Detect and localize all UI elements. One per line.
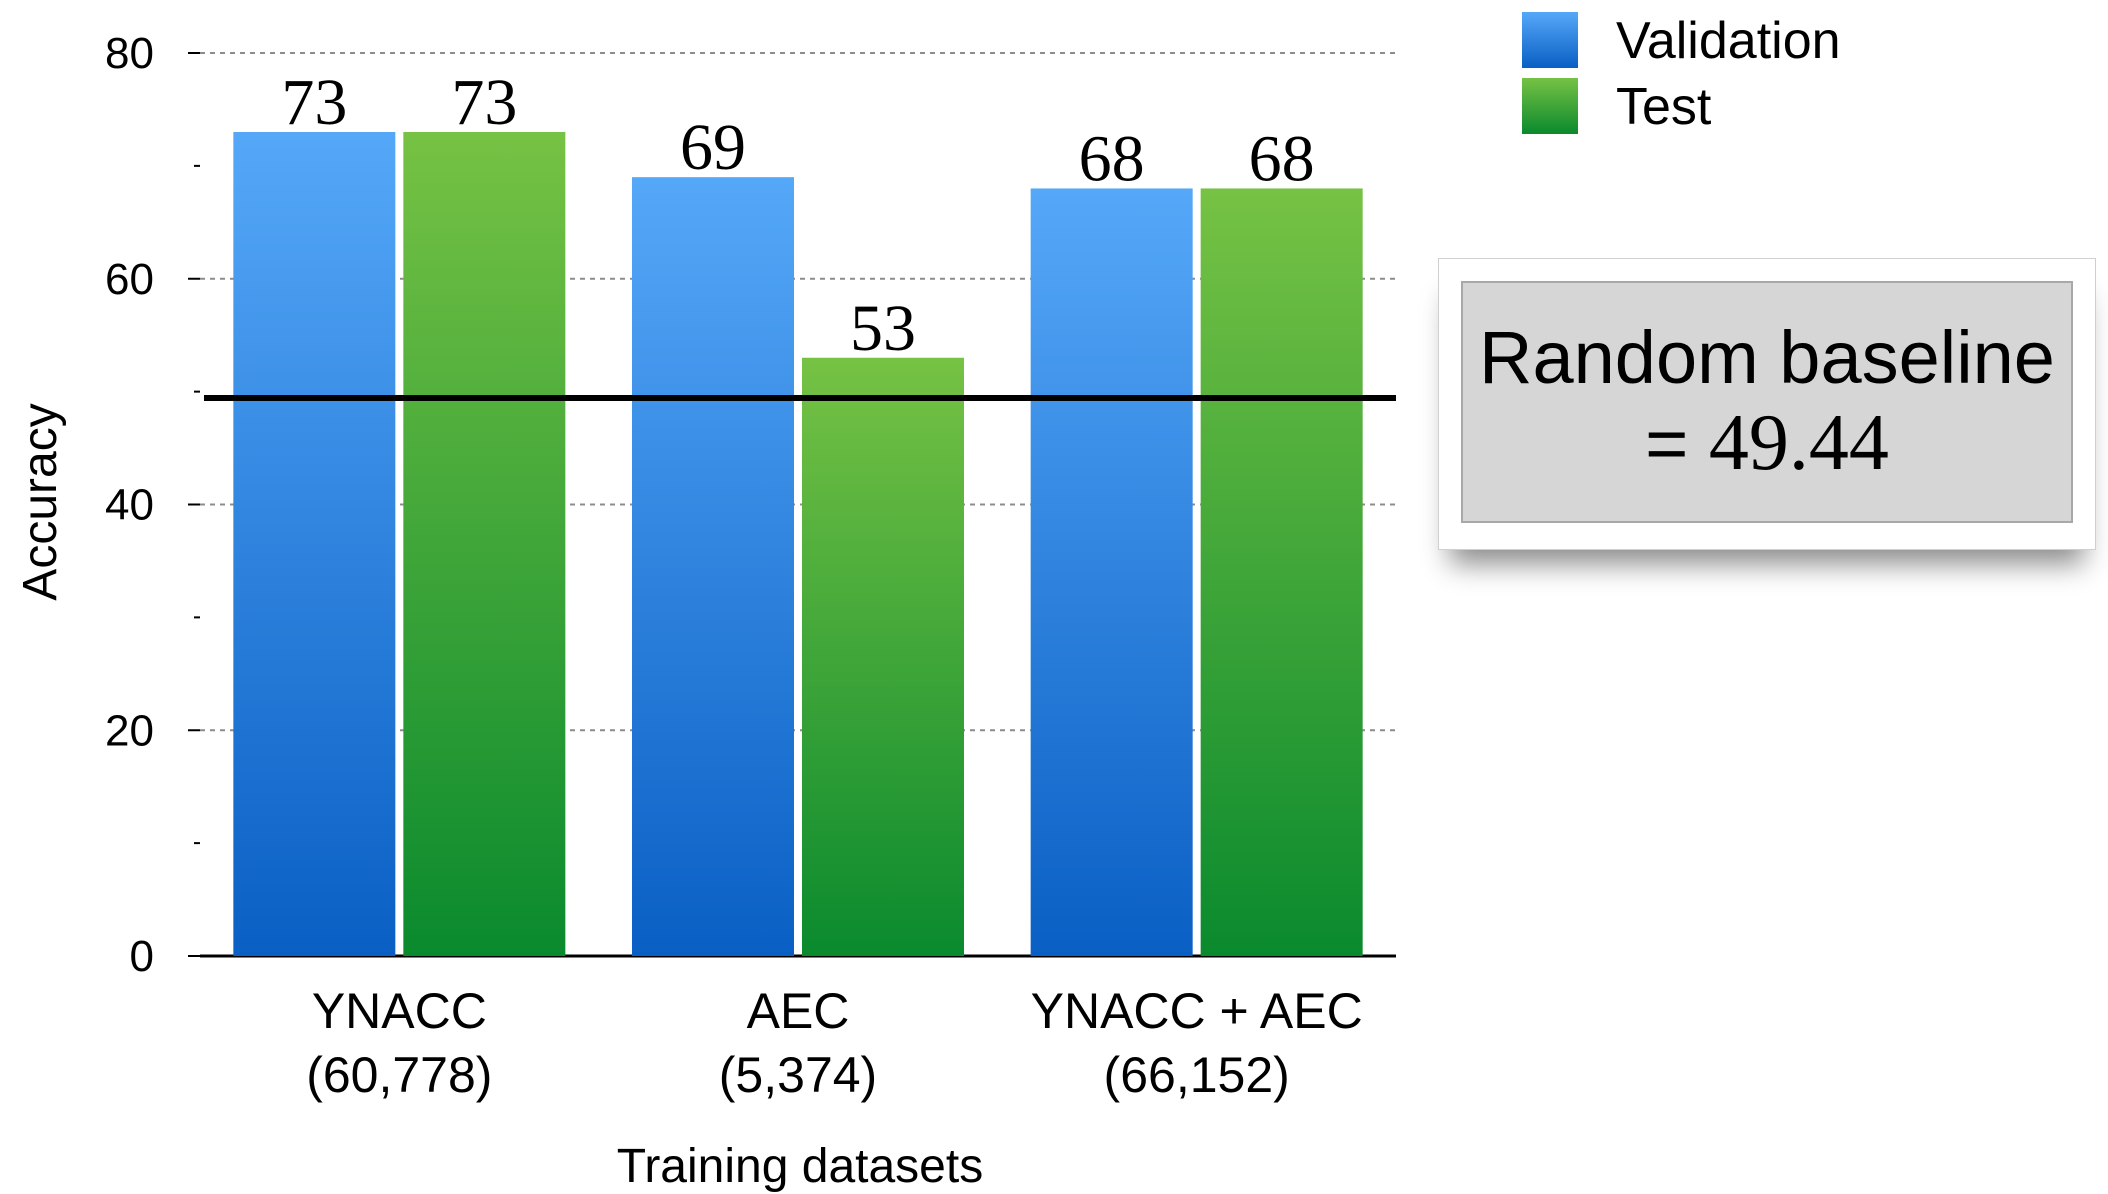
bar-validation	[1030, 188, 1193, 956]
x-tick-label: YNACC	[312, 983, 487, 1039]
baseline-annotation-value-row: = 49.44	[1645, 399, 1889, 487]
data-labels: 73 73 69 53 68 68	[281, 66, 1314, 365]
data-label: 53	[850, 292, 916, 365]
legend-swatch-validation	[1522, 12, 1578, 68]
bars	[233, 132, 1363, 957]
x-tick-label: AEC	[747, 983, 850, 1039]
x-tick-label: (60,778)	[306, 1047, 492, 1103]
y-tick-label: 40	[105, 481, 154, 530]
data-label: 73	[281, 66, 347, 139]
baseline-annotation-value: 49.44	[1708, 398, 1889, 487]
bar-test	[1200, 188, 1363, 956]
baseline-annotation-panel: Random baseline = 49.44	[1461, 281, 2073, 523]
bar-test	[802, 357, 964, 956]
data-label: 73	[451, 66, 517, 139]
x-tick-label: (66,152)	[1104, 1047, 1290, 1103]
baseline-annotation-title: Random baseline	[1479, 316, 2055, 400]
baseline-annotation-equals: =	[1645, 401, 1689, 485]
y-axis-title: Accuracy	[14, 403, 67, 600]
x-tick-label: YNACC + AEC	[1031, 983, 1363, 1039]
legend-swatch-test	[1522, 78, 1578, 134]
y-axis: 0 20 40 60 80	[105, 29, 1396, 981]
y-tick-label: 20	[105, 706, 154, 755]
bar-validation	[632, 177, 794, 957]
y-tick-label: 60	[105, 255, 154, 304]
legend: Validation Test	[1522, 12, 1841, 136]
bar-validation	[233, 132, 396, 956]
x-axis-title: Training datasets	[617, 1140, 983, 1193]
legend-label-test: Test	[1616, 78, 1712, 136]
data-label: 69	[680, 111, 746, 184]
legend-label-validation: Validation	[1616, 12, 1841, 70]
bar-test	[403, 132, 566, 956]
data-label: 68	[1249, 122, 1315, 195]
y-tick-label: 80	[105, 29, 154, 78]
y-tick-label: 0	[130, 932, 154, 981]
baseline-annotation: Random baseline = 49.44	[1438, 258, 2096, 550]
x-tick-label: (5,374)	[719, 1047, 877, 1103]
data-label: 68	[1079, 122, 1145, 195]
x-axis: YNACC (60,778) AEC (5,374) YNACC + AEC (66,15…	[306, 983, 1362, 1103]
